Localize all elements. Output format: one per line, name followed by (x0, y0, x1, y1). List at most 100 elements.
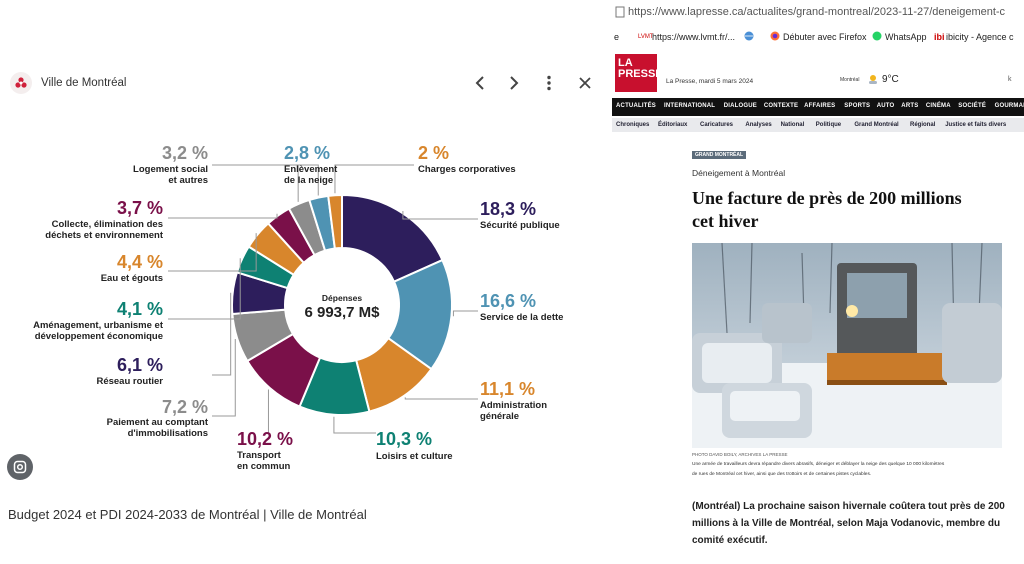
slice-label-securite: 18,3 % Sécurité publique (480, 199, 560, 231)
subnav-item-1[interactable]: Éditoriaux (658, 122, 688, 128)
lead-1: (Montréal) La prochaine saison hivernale… (692, 501, 1005, 512)
pct-paiement: 7,2 % (162, 397, 208, 417)
pct-dette: 16,6 % (480, 291, 536, 311)
slice-label-neige: 2,8 % Enlèvement de la neige (284, 143, 338, 186)
leader-line-5 (212, 338, 236, 417)
slice-label-charges: 2 % Charges corporatives (418, 143, 516, 175)
subnav-item-6[interactable]: Grand Montréal (854, 122, 899, 128)
lead-3: comité exécutif. (692, 535, 768, 546)
ibicity-icon: ibi (934, 32, 945, 42)
subnav-item-2[interactable]: Caricatures (700, 122, 734, 128)
slice-label-dette: 16,6 % Service de la dette (480, 291, 563, 323)
nav-item-4[interactable]: AFFAIRES (804, 103, 836, 109)
chevron-left-icon[interactable] (469, 72, 491, 94)
more-vert-icon[interactable] (538, 72, 560, 94)
center-value: 6 993,7 M$ (304, 304, 380, 321)
header-extra: k (1008, 76, 1012, 83)
weather-temp: 9°C (882, 74, 899, 85)
lbl-charges-1: Charges corporatives (418, 164, 516, 175)
lens-icon[interactable] (7, 454, 33, 480)
pct-collecte: 3,7 % (117, 198, 163, 218)
bookmark-whatsapp[interactable]: WhatsApp (885, 32, 927, 42)
lbl-neige-1: Enlèvement (284, 164, 338, 175)
slice-label-transport: 10,2 % Transport en commun (237, 429, 293, 472)
nav-item-8[interactable]: CINÉMA (925, 103, 951, 109)
slice-label-loisirs: 10,3 % Loisirs et culture (376, 429, 453, 462)
donut-slice-12 (327, 193, 343, 250)
weather-city: Montréal (840, 77, 860, 83)
nav-item-3[interactable]: CONTEXTE (763, 103, 799, 109)
center-label: Dépenses (322, 293, 362, 303)
logo-line2: PRESSE (618, 68, 663, 80)
leader-line-2 (404, 397, 478, 400)
bookmark-lvmt[interactable]: https://www.lvmt.fr/... (652, 32, 736, 42)
image-caption[interactable]: Budget 2024 et PDI 2024-2033 de Montréal… (8, 507, 367, 522)
bookmark-ibicity[interactable]: ibicity - Agence c (946, 32, 1014, 42)
slice-label-reseau: 6,1 % Réseau routier (96, 355, 163, 387)
bookmarks-bar: e LVMT https://www.lvmt.fr/... Débuter a… (612, 28, 1024, 48)
snowplow-photo[interactable] (692, 243, 1002, 448)
address-bar[interactable]: https://www.lapresse.ca/actualites/grand… (612, 0, 1024, 26)
subnav-item-3[interactable]: Analyses (745, 122, 772, 128)
nav-item-9[interactable]: SOCIÉTÉ (958, 103, 987, 109)
subnav-item-0[interactable]: Chroniques (616, 122, 650, 128)
ville-montreal-logo (10, 72, 32, 94)
leader-line-3 (333, 416, 376, 434)
bookmark-item[interactable]: e (614, 32, 620, 42)
leader-line-11 (282, 164, 319, 196)
subnav-item-4[interactable]: National (780, 122, 805, 128)
lbl-dette-1: Service de la dette (480, 312, 563, 323)
weather-sun-icon (867, 72, 879, 90)
bookmark-firefox[interactable]: Débuter avec Firefox (783, 32, 867, 42)
pct-admin: 11,1 % (480, 379, 535, 399)
sub-nav: Chroniques Éditoriaux Caricatures Analyses N… (612, 118, 1024, 132)
leader-line-9 (168, 213, 278, 219)
article-headline-1: Une facture de près de 200 millions (692, 188, 962, 208)
lbl-collecte-1: Collecte, élimination des (52, 219, 163, 230)
nav-item-0[interactable]: ACTUALITÉS (616, 103, 656, 109)
pct-eau: 4,4 % (117, 252, 163, 272)
url-text[interactable]: https://www.lapresse.ca/actualites/grand… (628, 6, 1006, 18)
lvmt-favicon: LVMT (638, 34, 654, 40)
slice-label-collecte: 3,7 % Collecte, élimination des déchets … (45, 198, 164, 241)
lapresse-logo[interactable]: LA PRESSE (615, 54, 663, 92)
nav-item-10[interactable]: GOURMAND (994, 103, 1024, 109)
page-icon (615, 6, 625, 18)
lapresse-browser: https://www.lapresse.ca/actualites/grand… (612, 0, 1024, 564)
chevron-right-icon[interactable] (503, 72, 525, 94)
nav-item-6[interactable]: AUTO (876, 103, 895, 109)
subnav-item-5[interactable]: Politique (815, 122, 842, 128)
lbl-logement-2: et autres (168, 175, 208, 186)
pct-amenagement: 4,1 % (117, 299, 163, 319)
photo-credit: PHOTO DAVID BOILY, ARCHIVES LA PRESSE (692, 452, 788, 457)
leader-line-0 (402, 211, 478, 220)
lbl-eau-1: Eau et égouts (101, 273, 163, 284)
lbl-securite-1: Sécurité publique (480, 220, 560, 231)
nav-item-5[interactable]: SPORTS (844, 103, 871, 109)
lbl-admin-2: générale (480, 411, 519, 422)
close-icon[interactable] (574, 72, 596, 94)
photo-caption-2: de rues de Montréal cet hiver, ainsi que… (692, 472, 872, 477)
source-name[interactable]: Ville de Montréal (41, 77, 127, 89)
leader-line-8 (168, 233, 257, 272)
nav-item-7[interactable]: ARTS (901, 103, 919, 109)
article-kicker: Déneigement à Montréal (692, 168, 786, 178)
section-tag[interactable]: GRAND MONTRÉAL (692, 151, 747, 159)
lbl-logement-1: Logement social (133, 164, 208, 175)
lbl-paiement-1: Paiement au comptant (107, 417, 209, 428)
lbl-transport-2: en commun (237, 461, 291, 472)
leader-line-12 (334, 164, 414, 194)
nav-item-2[interactable]: DIALOGUE (723, 103, 757, 109)
pct-neige: 2,8 % (284, 143, 330, 163)
logo-line1: LA (618, 57, 633, 69)
leader-line-1 (452, 310, 478, 317)
slice-label-amenagement: 4,1 % Aménagement, urbanisme et développ… (33, 299, 164, 342)
lbl-amenagement-2: développement économique (35, 331, 163, 342)
nav-item-1[interactable]: INTERNATIONAL (664, 103, 716, 109)
subnav-item-8[interactable]: Justice et faits divers (945, 122, 1007, 128)
montreal-rosette-icon (15, 77, 27, 88)
subnav-item-7[interactable]: Régional (910, 122, 936, 128)
pct-charges: 2 % (418, 143, 449, 163)
photo-caption-1: Une armée de travailleurs devra répandre… (692, 462, 945, 467)
pct-securite: 18,3 % (480, 199, 536, 219)
